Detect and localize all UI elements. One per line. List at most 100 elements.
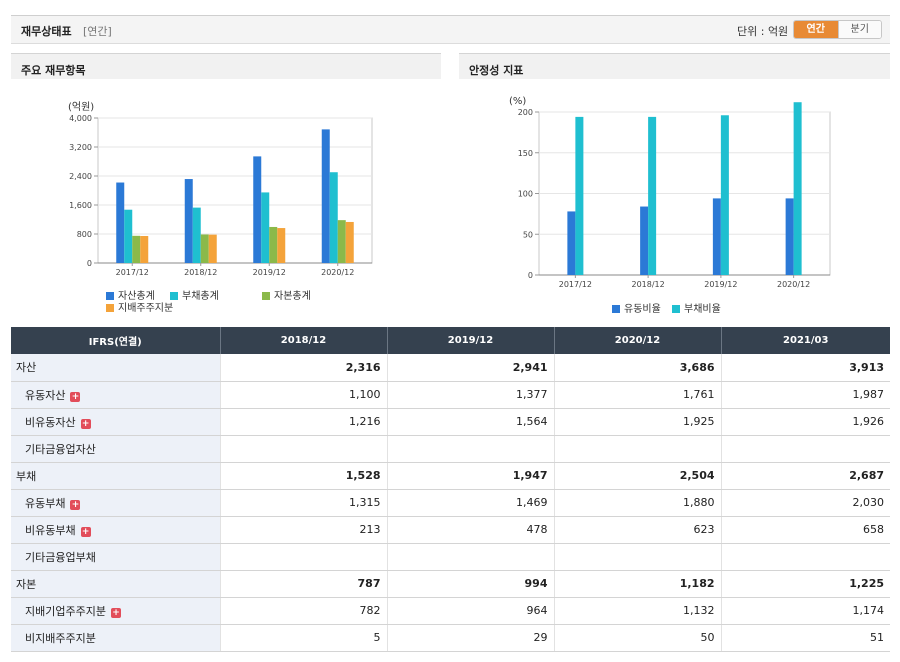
legend-swatch <box>170 292 178 300</box>
y-tick-label: 1,600 <box>69 201 92 210</box>
y-tick-label: 150 <box>518 149 533 158</box>
bar <box>277 228 286 263</box>
table-row: 유동자산 +1,100 1,377 1,761 1,987 <box>11 381 890 409</box>
value-cell: 3,913 <box>720 354 890 382</box>
bar <box>208 234 217 263</box>
value-cell: 29 <box>386 624 554 652</box>
y-tick-label: 100 <box>518 190 533 199</box>
value-cell: 1,528 <box>219 462 387 490</box>
column-header: 2019/12 <box>386 327 554 354</box>
value-cell: 1,469 <box>386 489 554 517</box>
quarter-tab[interactable]: 분기 <box>837 21 881 38</box>
legend-swatch <box>672 305 680 313</box>
unit-label: 단위 : 억원 <box>737 25 789 38</box>
x-tick-label: 2019/12 <box>253 268 286 277</box>
stability-panel-title: 안정성 지표 <box>459 53 890 79</box>
table-row: 비유동부채 +213 478 623 658 <box>11 516 890 544</box>
key-items-chart-svg: (억원) 0 800 1,600 2,400 3,200 4,000 2017/12 2018/… <box>68 101 373 277</box>
bar <box>575 116 584 275</box>
plus-icon[interactable]: + <box>110 607 121 618</box>
plus-icon[interactable]: + <box>80 418 91 429</box>
row-label-cell: 유동부채 + <box>11 489 220 517</box>
value-cell: 2,030 <box>720 489 890 517</box>
bar <box>321 129 330 263</box>
stability-chart: (%) 0 50 100 150 200 2017/12 2018/12 2019/12 2020… <box>509 90 832 318</box>
column-header: 2020/12 <box>553 327 721 354</box>
value-cell <box>219 543 387 571</box>
legend-item: 부채비율 <box>672 300 721 315</box>
row-label: 지배기업주주지분 <box>25 604 106 618</box>
x-tick-label: 2017/12 <box>559 280 592 289</box>
value-cell: 658 <box>720 516 890 544</box>
row-label: 부채 <box>16 469 37 483</box>
row-label-cell: 비유동부채 + <box>11 516 220 544</box>
value-cell <box>553 435 721 463</box>
balance-sheet-table: IFRS(연결) 2018/12 2019/12 2020/12 2021/03… <box>11 327 890 652</box>
table-row: 기타금융업부채 <box>11 543 890 571</box>
bar <box>720 115 729 275</box>
value-cell: 50 <box>553 624 721 652</box>
value-cell: 1,182 <box>553 570 721 598</box>
value-cell: 1,947 <box>386 462 554 490</box>
value-cell: 5 <box>219 624 387 652</box>
value-cell: 1,225 <box>720 570 890 598</box>
legend-item: 부채총계 <box>170 287 219 302</box>
legend-swatch <box>262 292 270 300</box>
annual-tab[interactable]: 연간 <box>794 21 838 38</box>
row-label-cell: 기타금융업부채 <box>11 543 220 571</box>
legend-swatch <box>106 292 114 300</box>
value-cell <box>386 435 554 463</box>
x-tick-label: 2017/12 <box>116 268 149 277</box>
row-label-cell: 지배기업주주지분 + <box>11 597 220 625</box>
legend-item: 지배주주지분 <box>106 299 173 314</box>
section-title: 재무상태표 <box>21 25 72 38</box>
column-header: 2021/03 <box>720 327 890 354</box>
row-label-cell: 자산 <box>11 354 220 382</box>
bar <box>640 206 649 275</box>
legend-label: 부채총계 <box>182 291 219 302</box>
value-cell: 1,315 <box>219 489 387 517</box>
row-label: 자산 <box>16 361 37 375</box>
value-cell: 1,174 <box>720 597 890 625</box>
bar <box>261 192 270 263</box>
value-cell: 1,987 <box>720 381 890 409</box>
row-label: 기타금융업자산 <box>25 442 96 456</box>
legend-label: 자본총계 <box>274 291 311 302</box>
legend-swatch <box>612 305 620 313</box>
value-cell <box>553 543 721 571</box>
table-row: 비유동자산 +1,216 1,564 1,925 1,926 <box>11 408 890 436</box>
y-tick-label: 200 <box>518 108 533 117</box>
bar <box>329 172 338 263</box>
value-cell: 2,316 <box>219 354 387 382</box>
bar <box>567 211 576 275</box>
legend-label: 유동비율 <box>624 304 661 315</box>
value-cell: 782 <box>219 597 387 625</box>
table-row: 부채 1,528 1,947 2,504 2,687 <box>11 462 890 490</box>
value-cell <box>386 543 554 571</box>
x-tick-label: 2020/12 <box>777 280 810 289</box>
x-tick-label: 2019/12 <box>704 280 737 289</box>
value-cell: 2,941 <box>386 354 554 382</box>
bar <box>253 156 262 263</box>
plus-icon[interactable]: + <box>70 391 81 402</box>
plus-icon[interactable]: + <box>80 526 91 537</box>
table-row: 유동부채 +1,315 1,469 1,880 2,030 <box>11 489 890 517</box>
value-cell: 478 <box>386 516 554 544</box>
unit-label: (%) <box>509 96 526 107</box>
bar <box>785 198 794 275</box>
table-row: 기타금융업자산 <box>11 435 890 463</box>
plus-icon[interactable]: + <box>70 499 81 510</box>
row-label-cell: 비유동자산 + <box>11 408 220 436</box>
value-cell: 1,377 <box>386 381 554 409</box>
column-header: 2018/12 <box>219 327 387 354</box>
row-label: 자본 <box>16 577 37 591</box>
x-tick-label: 2018/12 <box>184 268 217 277</box>
row-label: 기타금융업부채 <box>25 550 96 564</box>
row-label: 유동자산 <box>25 388 66 402</box>
section-header: 재무상태표 [연간] 단위 : 억원 연간 분기 <box>11 15 890 44</box>
value-cell: 1,925 <box>553 408 721 436</box>
table-row: 자산 2,316 2,941 3,686 3,913 <box>11 354 890 382</box>
legend-item: 자산총계 <box>106 287 155 302</box>
period-tag: [연간] <box>83 25 112 38</box>
legend-label: 자산총계 <box>118 291 155 302</box>
